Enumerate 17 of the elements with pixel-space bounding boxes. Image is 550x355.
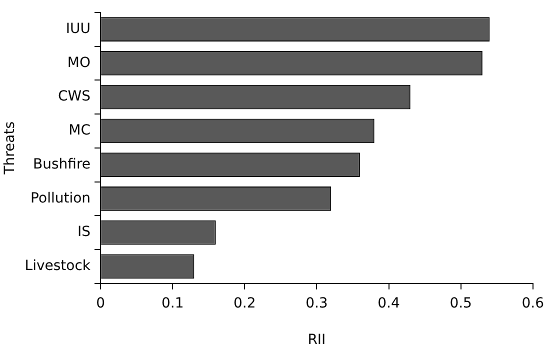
x-tick-label: 0.2 [234,295,256,312]
y-tick-label: CWS [58,88,91,105]
y-tick-label: MO [67,54,91,71]
y-tick-label: Livestock [24,258,92,274]
x-tick-label: 0.3 [306,295,328,312]
y-tick-label: Bushfire [33,156,91,172]
x-tick-label: 0 [96,295,105,312]
x-tick-label: 0.5 [450,295,472,312]
y-axis-title: Threats [2,121,18,176]
x-axis-title: RII [308,332,326,348]
x-tick-label: 0.6 [522,295,544,312]
x-tick-label: 0.4 [378,295,400,312]
y-tick-label: Pollution [30,190,91,206]
y-tick-label: IS [78,224,91,240]
x-tick-label: 0.1 [161,295,184,312]
y-tick-label: MC [68,122,91,139]
y-tick-label: IUU [66,20,91,37]
